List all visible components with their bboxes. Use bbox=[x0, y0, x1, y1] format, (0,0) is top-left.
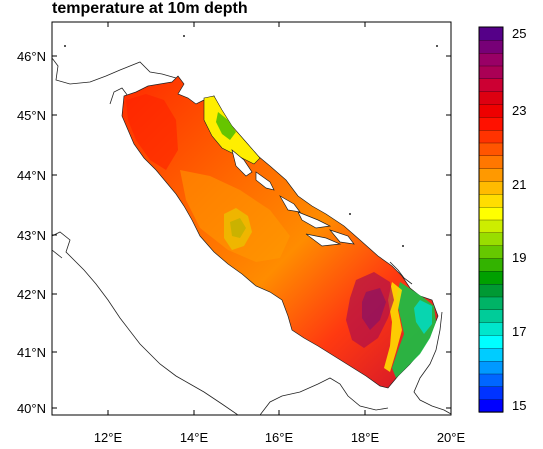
colorbar-swatch bbox=[478, 322, 504, 336]
lon-label-14: 14°E bbox=[180, 430, 209, 445]
colorbar-swatch bbox=[478, 65, 504, 79]
lat-label-42: 42°N bbox=[17, 287, 46, 302]
colorbar-swatch bbox=[478, 270, 504, 285]
colorbar-swatch bbox=[478, 283, 504, 298]
colorbar-swatch bbox=[478, 155, 504, 169]
colorbar-swatch bbox=[478, 296, 504, 310]
colorbar-label-17: 17 bbox=[512, 324, 526, 339]
colorbar-label-21: 21 bbox=[512, 177, 526, 192]
colorbar-swatch bbox=[478, 399, 504, 413]
lon-label-12: 12°E bbox=[94, 430, 123, 445]
colorbar-swatch bbox=[478, 52, 504, 67]
warm-band-north bbox=[126, 94, 178, 170]
lat-label-40: 40°N bbox=[17, 401, 46, 416]
warm-core-south-inner bbox=[362, 288, 386, 330]
colorbar-label-19: 19 bbox=[512, 250, 526, 265]
colorbar-frame bbox=[478, 26, 504, 413]
colorbar-swatch bbox=[478, 347, 504, 362]
colorbar-swatch bbox=[478, 193, 504, 208]
colorbar-swatch bbox=[478, 26, 504, 41]
colorbar-swatch bbox=[478, 168, 504, 182]
colorbar-swatch bbox=[478, 360, 504, 375]
lat-label-44: 44°N bbox=[17, 168, 46, 183]
italy-coastline bbox=[52, 231, 239, 415]
colorbar-label-23: 23 bbox=[512, 103, 526, 118]
balkan-coastline bbox=[413, 311, 451, 415]
colorbar-label-25: 25 bbox=[512, 26, 526, 41]
italy-peninsula-coast bbox=[259, 377, 389, 415]
north-coastline bbox=[52, 57, 177, 85]
lon-label-16: 16°E bbox=[265, 430, 294, 445]
lat-label-46: 46°N bbox=[17, 49, 46, 64]
colorbar-swatch bbox=[478, 309, 504, 323]
colorbar-swatch bbox=[478, 78, 504, 92]
colorbar-swatch bbox=[478, 373, 504, 387]
colorbar-swatch bbox=[478, 219, 504, 233]
colorbar-swatch bbox=[478, 103, 504, 118]
yellow-band-south bbox=[384, 282, 402, 372]
lat-label-41: 41°N bbox=[17, 345, 46, 360]
colorbar-swatch bbox=[478, 206, 504, 221]
colorbar-swatch bbox=[478, 91, 504, 105]
colorbar-swatch bbox=[478, 129, 504, 144]
colorbar-swatch bbox=[478, 232, 504, 246]
lon-label-20: 20°E bbox=[437, 430, 466, 445]
lon-label-18: 18°E bbox=[351, 430, 380, 445]
axis-ticks bbox=[52, 22, 451, 415]
cool-patch-kvarner bbox=[216, 112, 236, 140]
colorbar-swatch bbox=[478, 116, 504, 131]
colorbar-swatch bbox=[478, 245, 504, 259]
orange-mid bbox=[180, 170, 290, 262]
cool-patch-south-cyan bbox=[414, 300, 432, 334]
colorbar-swatch bbox=[478, 386, 504, 400]
colorbar-swatch bbox=[478, 142, 504, 156]
lat-label-45: 45°N bbox=[17, 108, 46, 123]
colorbar-label-15: 15 bbox=[512, 398, 526, 413]
colorbar-swatch bbox=[478, 39, 504, 54]
colorbar-swatch bbox=[478, 257, 504, 272]
croatian-islands bbox=[231, 149, 355, 247]
colorbar-swatch bbox=[478, 334, 504, 349]
colorbar-swatch bbox=[478, 180, 504, 195]
colorbar bbox=[478, 26, 504, 413]
map-title: temperature at 10m depth bbox=[52, 0, 248, 17]
lat-label-43: 43°N bbox=[17, 228, 46, 243]
montenegro-coast bbox=[389, 261, 413, 285]
